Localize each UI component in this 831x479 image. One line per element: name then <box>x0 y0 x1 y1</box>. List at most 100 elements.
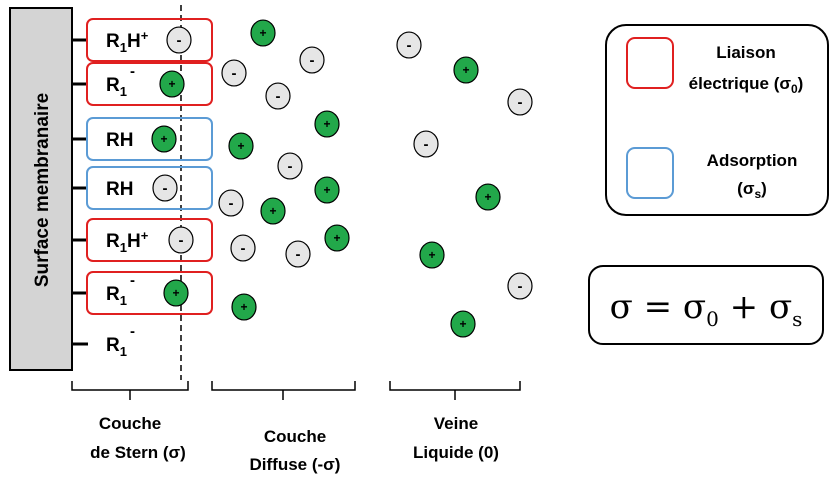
ion-charge: - <box>163 180 168 197</box>
anion-circle <box>413 130 439 158</box>
ion-charge: + <box>333 231 340 245</box>
electric-bond-box <box>86 271 213 315</box>
bulk-ion: + <box>453 56 479 84</box>
surface-site: RH + <box>72 117 213 161</box>
anion-circle <box>265 82 291 110</box>
surface-site: RH - <box>72 166 213 210</box>
adsorbed-ion: + <box>159 70 185 98</box>
ion-charge: + <box>269 204 276 218</box>
site-label-main: R <box>106 231 120 252</box>
legend-electric-end: ) <box>798 74 804 93</box>
diffuse-ion: + <box>231 293 257 321</box>
legend-adsorption-line1: Adsorption <box>707 151 798 170</box>
electric-bond-box <box>86 62 213 106</box>
cation-circle <box>250 19 276 47</box>
legend-electric-sub: 0 <box>791 82 798 96</box>
bulk-ion: - <box>413 130 439 158</box>
surface-site: R1- + <box>72 62 213 106</box>
ion-charge: + <box>160 132 167 146</box>
surface-site: R1H+ - <box>72 218 213 262</box>
adsorbed-ion: - <box>166 26 192 54</box>
ion-charge: + <box>240 300 247 314</box>
legend-adsorption-line2: (σs) <box>737 179 767 201</box>
cation-circle <box>260 197 286 225</box>
legend-electric-line1: Liaison <box>716 43 776 62</box>
diffuse-caption-line1: Couche <box>264 427 326 446</box>
ion-charge: + <box>462 63 469 77</box>
site-label-sub: 1 <box>120 40 127 55</box>
cation-circle <box>324 224 350 252</box>
equation-subs: s <box>792 307 802 331</box>
bulk-ion: + <box>419 241 445 269</box>
cation-circle <box>450 310 476 338</box>
site-label-main: RH <box>106 130 133 151</box>
adsorbed-ion: - <box>168 226 194 254</box>
ion-charge: - <box>276 88 281 105</box>
site-label-main: R <box>106 335 120 356</box>
ion-charge: + <box>428 248 435 262</box>
site-label-sup: + <box>141 28 149 43</box>
legend-electric-swatch <box>626 37 674 89</box>
anion-circle <box>166 26 192 54</box>
equation-lhs: σ = σ <box>610 287 707 327</box>
site-label: R1H+ <box>106 228 149 255</box>
ion-charge: + <box>237 139 244 153</box>
adsorbed-ion: + <box>151 125 177 153</box>
adsorption-box <box>86 166 213 210</box>
diffuse-ion: + <box>250 19 276 47</box>
diffuse-ion: - <box>218 189 244 217</box>
bulk-caption-line2: Liquide (0) <box>413 443 499 462</box>
site-label-main: R <box>106 284 120 305</box>
site-label-sup: - <box>130 272 135 289</box>
ion-charge: + <box>259 26 266 40</box>
cation-circle <box>151 125 177 153</box>
site-label-extra: H <box>127 231 141 252</box>
surface-sites: R1H+ -R1-+RH +RH -R1H+ -R1-+R1- <box>72 18 213 359</box>
cation-circle <box>314 110 340 138</box>
diffuse-ion: - <box>285 240 311 268</box>
anion-circle <box>230 234 256 262</box>
equation-text: σ = σ0 + σs <box>610 287 803 331</box>
surface-site: R1- + <box>72 271 213 315</box>
ion-charge: - <box>179 232 184 249</box>
anion-circle <box>168 226 194 254</box>
diffuse-bracket <box>211 381 356 400</box>
ion-charge: + <box>484 190 491 204</box>
electric-bond-box <box>86 218 213 262</box>
site-label: R1- <box>106 63 135 99</box>
site-label: R1H+ <box>106 28 149 55</box>
site-label: R1- <box>106 272 135 308</box>
diffuse-ion: - <box>221 59 247 87</box>
bulk-ion: - <box>507 272 533 300</box>
diffuse-ion: + <box>314 110 340 138</box>
ion-charge: + <box>168 77 175 91</box>
bulk-ion: - <box>396 31 422 59</box>
anion-circle <box>396 31 422 59</box>
equation-frame <box>588 265 824 345</box>
ion-charge: + <box>172 286 179 300</box>
cation-circle <box>419 241 445 269</box>
diffuse-ion: + <box>324 224 350 252</box>
cation-circle <box>231 293 257 321</box>
cation-circle <box>453 56 479 84</box>
site-label-extra: H <box>127 31 141 52</box>
stern-caption-line2: de Stern (σ) <box>90 443 186 462</box>
diffuse-ion: + <box>260 197 286 225</box>
legend-adsorption-sub: s <box>754 187 761 201</box>
legend-adsorption-end: ) <box>761 179 767 198</box>
membrane-body <box>9 7 73 371</box>
stern-bracket <box>71 381 189 400</box>
site-label: RH <box>106 179 133 200</box>
ion-charge: - <box>241 240 246 257</box>
ion-charge: - <box>288 158 293 175</box>
legend-adsorption-text: (σ <box>737 179 755 198</box>
diffuse-ion: - <box>265 82 291 110</box>
diffuse-ion: + <box>228 132 254 160</box>
ions: + - - - + + - + - + + - - + - + - - + + - + <box>218 19 533 338</box>
bulk-caption-line1: Veine <box>434 414 478 433</box>
anion-circle <box>152 174 178 202</box>
ion-charge: + <box>323 183 330 197</box>
ion-charge: - <box>424 136 429 153</box>
anion-circle <box>277 152 303 180</box>
